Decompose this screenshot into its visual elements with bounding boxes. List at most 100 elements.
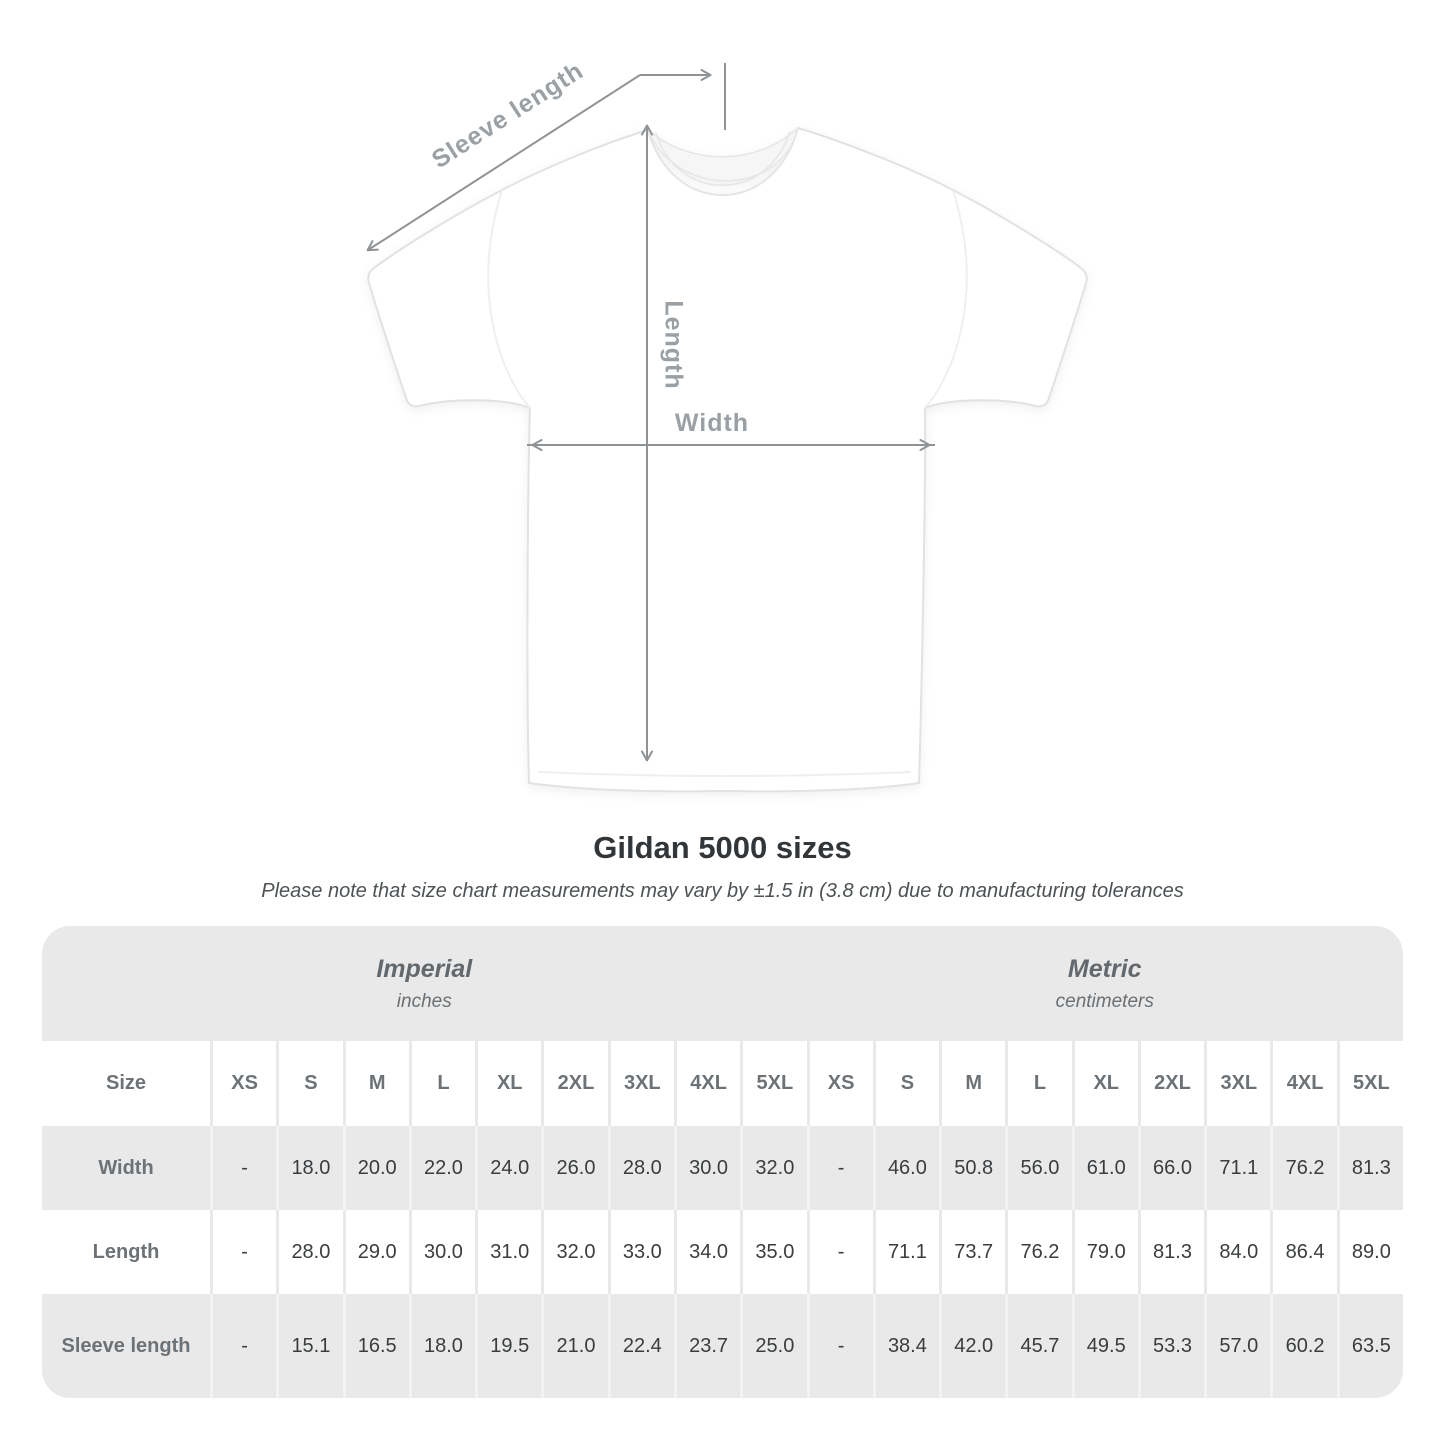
unit-banner: Imperial inches Metric centimeters (42, 926, 1403, 1041)
imperial-label: Imperial (376, 954, 473, 983)
value-cell: 76.2 (1005, 1210, 1071, 1294)
table-row-sleeve-length: Sleeve length - 15.1 16.5 18.0 19.5 21.0… (42, 1294, 1403, 1398)
value-cell: 35.0 (740, 1210, 806, 1294)
value-cell: 24.0 (475, 1126, 541, 1210)
value-cell: 45.7 (1005, 1294, 1071, 1398)
column-header: S (872, 1041, 939, 1126)
value-cell: 34.0 (673, 1210, 740, 1294)
seam-lines (487, 189, 968, 777)
column-header: 3XL (1204, 1041, 1270, 1126)
value-cell: 31.0 (475, 1210, 541, 1294)
value-cell: 18.0 (276, 1126, 342, 1210)
value-cell: 32.0 (740, 1126, 806, 1210)
value-cell: 38.4 (872, 1294, 939, 1398)
column-header: 4XL (673, 1041, 740, 1126)
metric-label: Metric (1067, 954, 1142, 983)
row-label: Length (92, 1240, 160, 1263)
value-cell: 15.1 (276, 1294, 342, 1398)
tolerance-note: Please note that size chart measurements… (261, 880, 1184, 902)
value-cell: 26.0 (541, 1126, 607, 1210)
value-cell: 71.1 (1204, 1126, 1270, 1210)
measure-arrows (366, 63, 935, 762)
row-label: Sleeve length (61, 1334, 191, 1357)
value-cell: 86.4 (1270, 1210, 1336, 1294)
column-header: 4XL (1270, 1041, 1336, 1126)
value-cell: 84.0 (1204, 1210, 1270, 1294)
value-cell: 66.0 (1137, 1126, 1204, 1210)
value-cell: - (210, 1126, 276, 1210)
metric-unit: centimeters (1055, 990, 1154, 1012)
value-cell: 21.0 (541, 1294, 607, 1398)
row-label: Width (98, 1156, 154, 1179)
value-cell: 81.3 (1336, 1126, 1403, 1210)
value-cell: 53.3 (1137, 1294, 1204, 1398)
value-cell: 63.5 (1336, 1294, 1403, 1398)
title-block: Gildan 5000 sizes Please note that size … (0, 828, 1445, 904)
value-cell: 79.0 (1071, 1210, 1138, 1294)
column-header: XL (1071, 1041, 1138, 1126)
column-header: XS (210, 1041, 276, 1126)
sleeve-length-arrow-diagonal (366, 74, 641, 252)
value-cell: 42.0 (939, 1294, 1005, 1398)
column-header: M (939, 1041, 1005, 1126)
size-chart-table: Imperial inches Metric centimeters Size … (42, 926, 1403, 1398)
length-label: Length (659, 300, 687, 389)
value-cell: 29.0 (342, 1210, 409, 1294)
value-cell: - (806, 1294, 873, 1398)
value-cell: 81.3 (1137, 1210, 1204, 1294)
value-cell: 16.5 (342, 1294, 409, 1398)
metric-group-header: Metric centimeters (807, 926, 1404, 1041)
value-cell: 30.0 (673, 1126, 740, 1210)
table-row-length: Length - 28.0 29.0 30.0 31.0 32.0 33.0 3… (42, 1210, 1403, 1294)
size-column-header: Size (105, 1072, 147, 1094)
value-cell: 56.0 (1005, 1126, 1071, 1210)
value-cell: 89.0 (1336, 1210, 1403, 1294)
value-cell: 33.0 (607, 1210, 674, 1294)
column-header: S (276, 1041, 342, 1126)
width-label: Width (675, 409, 749, 437)
column-header: 5XL (740, 1041, 806, 1126)
value-cell: 18.0 (408, 1294, 475, 1398)
imperial-unit: inches (396, 990, 452, 1012)
column-header: XS (806, 1041, 873, 1126)
value-cell: 49.5 (1071, 1294, 1138, 1398)
column-header: 2XL (541, 1041, 607, 1126)
imperial-group-header: Imperial inches (42, 926, 807, 1041)
tshirt-measure-diagram: Sleeve length Length Width (366, 56, 1088, 793)
value-cell: 22.0 (408, 1126, 475, 1210)
column-header: L (408, 1041, 475, 1126)
value-cell: - (210, 1210, 276, 1294)
column-header: M (342, 1041, 409, 1126)
sleeve-length-label: Sleeve length (427, 56, 589, 174)
value-cell: 50.8 (939, 1126, 1005, 1210)
table-row-width: Width - 18.0 20.0 22.0 24.0 26.0 28.0 30… (42, 1126, 1403, 1210)
value-cell: - (806, 1126, 873, 1210)
value-cell: 23.7 (673, 1294, 740, 1398)
column-header: 3XL (607, 1041, 674, 1126)
collar-band (647, 127, 799, 196)
value-cell: 19.5 (475, 1294, 541, 1398)
value-cell: 46.0 (872, 1126, 939, 1210)
column-header: 5XL (1336, 1041, 1403, 1126)
value-cell: 25.0 (740, 1294, 806, 1398)
page-title: Gildan 5000 sizes (593, 830, 852, 865)
column-header: 2XL (1137, 1041, 1204, 1126)
value-cell: 71.1 (872, 1210, 939, 1294)
value-cell: - (210, 1294, 276, 1398)
value-cell: 20.0 (342, 1126, 409, 1210)
tshirt-outline (367, 125, 1088, 793)
column-header: XL (475, 1041, 541, 1126)
value-cell: 28.0 (276, 1210, 342, 1294)
value-cell: 30.0 (408, 1210, 475, 1294)
size-header-row: Size XS S M L XL 2XL 3XL 4XL 5XL XS S M … (42, 1041, 1403, 1126)
value-cell: 61.0 (1071, 1126, 1138, 1210)
value-cell: 32.0 (541, 1210, 607, 1294)
tshirt-diagram-svg: Sleeve length Length Width (366, 56, 1088, 793)
value-cell: 28.0 (607, 1126, 674, 1210)
value-cell: 73.7 (939, 1210, 1005, 1294)
value-cell: 60.2 (1270, 1294, 1336, 1398)
value-cell: - (806, 1210, 873, 1294)
column-header: L (1005, 1041, 1071, 1126)
value-cell: 22.4 (607, 1294, 674, 1398)
value-cell: 57.0 (1204, 1294, 1270, 1398)
